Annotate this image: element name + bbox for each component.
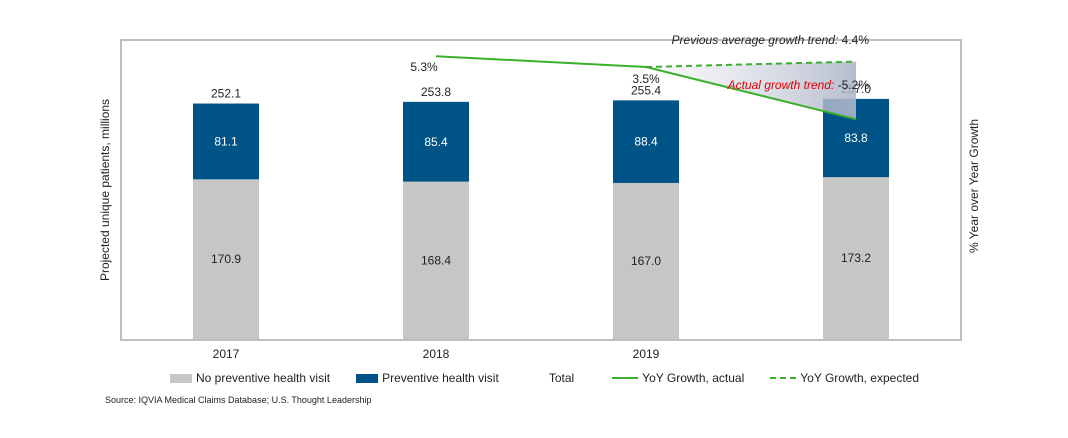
bar-no-preventive	[403, 181, 469, 339]
data-label-no-preventive: 167.0	[631, 254, 661, 268]
data-label-total: 252.1	[211, 87, 241, 101]
source-note: Source: IQVIA Medical Claims Database; U…	[105, 395, 372, 405]
legend-label-total: Total	[548, 371, 575, 385]
legend-item-total: Total	[549, 371, 574, 385]
data-label-no-preventive: 170.9	[211, 252, 241, 266]
legend: No preventive health visit Preventive he…	[170, 370, 945, 386]
data-label-no-preventive: 168.4	[421, 253, 451, 267]
data-label-preventive: 81.1	[214, 134, 238, 148]
bar-preventive	[613, 100, 679, 183]
legend-label-expected: YoY Growth, expected	[800, 371, 919, 385]
data-label-total: 255.4	[631, 83, 661, 97]
legend-swatch-actual	[612, 377, 639, 379]
legend-item-preventive: Preventive health visit	[356, 371, 499, 385]
x-tick-label: 2019	[633, 347, 660, 361]
y2-axis-title: % Year over Year Growth	[967, 119, 981, 253]
plot-frame	[120, 39, 962, 341]
data-label-preventive: 83.8	[844, 131, 868, 145]
data-label-preventive: 88.4	[634, 135, 658, 149]
legend-swatch-no-preventive	[170, 373, 192, 383]
series-line-expected	[645, 60, 857, 68]
data-label-no-preventive: 173.2	[841, 251, 871, 265]
growth-label-2018: 5.3%	[410, 60, 438, 74]
bar-preventive	[193, 103, 259, 180]
bar-no-preventive	[823, 177, 889, 339]
growth-gap-shade	[646, 61, 856, 120]
y-axis-title: Projected unique patients, millions	[98, 99, 112, 281]
legend-item-actual: YoY Growth, actual	[612, 371, 744, 385]
legend-label-preventive: Preventive health visit	[382, 371, 499, 385]
bar-preventive	[403, 101, 469, 182]
legend-swatch-expected	[770, 377, 797, 379]
legend-swatch-preventive	[356, 373, 379, 383]
data-label-preventive: 85.4	[424, 135, 448, 149]
x-tick-label: 2018	[423, 347, 450, 361]
legend-label-no-preventive: No preventive health visit	[196, 371, 331, 385]
series-line-actual	[435, 55, 857, 121]
previous-trend-annotation: Previous average growth trend: 4.4%	[672, 33, 870, 47]
legend-label-actual: YoY Growth, actual	[642, 371, 745, 385]
data-label-total: 253.8	[421, 85, 451, 99]
bar-no-preventive	[613, 182, 679, 339]
bar-no-preventive	[193, 179, 259, 339]
x-tick-label: 2017	[213, 347, 240, 361]
legend-item-expected: YoY Growth, expected	[770, 371, 919, 385]
actual-trend-annotation: Actual growth trend: -5.2%	[727, 78, 870, 92]
growth-label-2019: 3.5%	[632, 72, 660, 86]
legend-item-no-preventive: No preventive health visit	[170, 371, 330, 385]
